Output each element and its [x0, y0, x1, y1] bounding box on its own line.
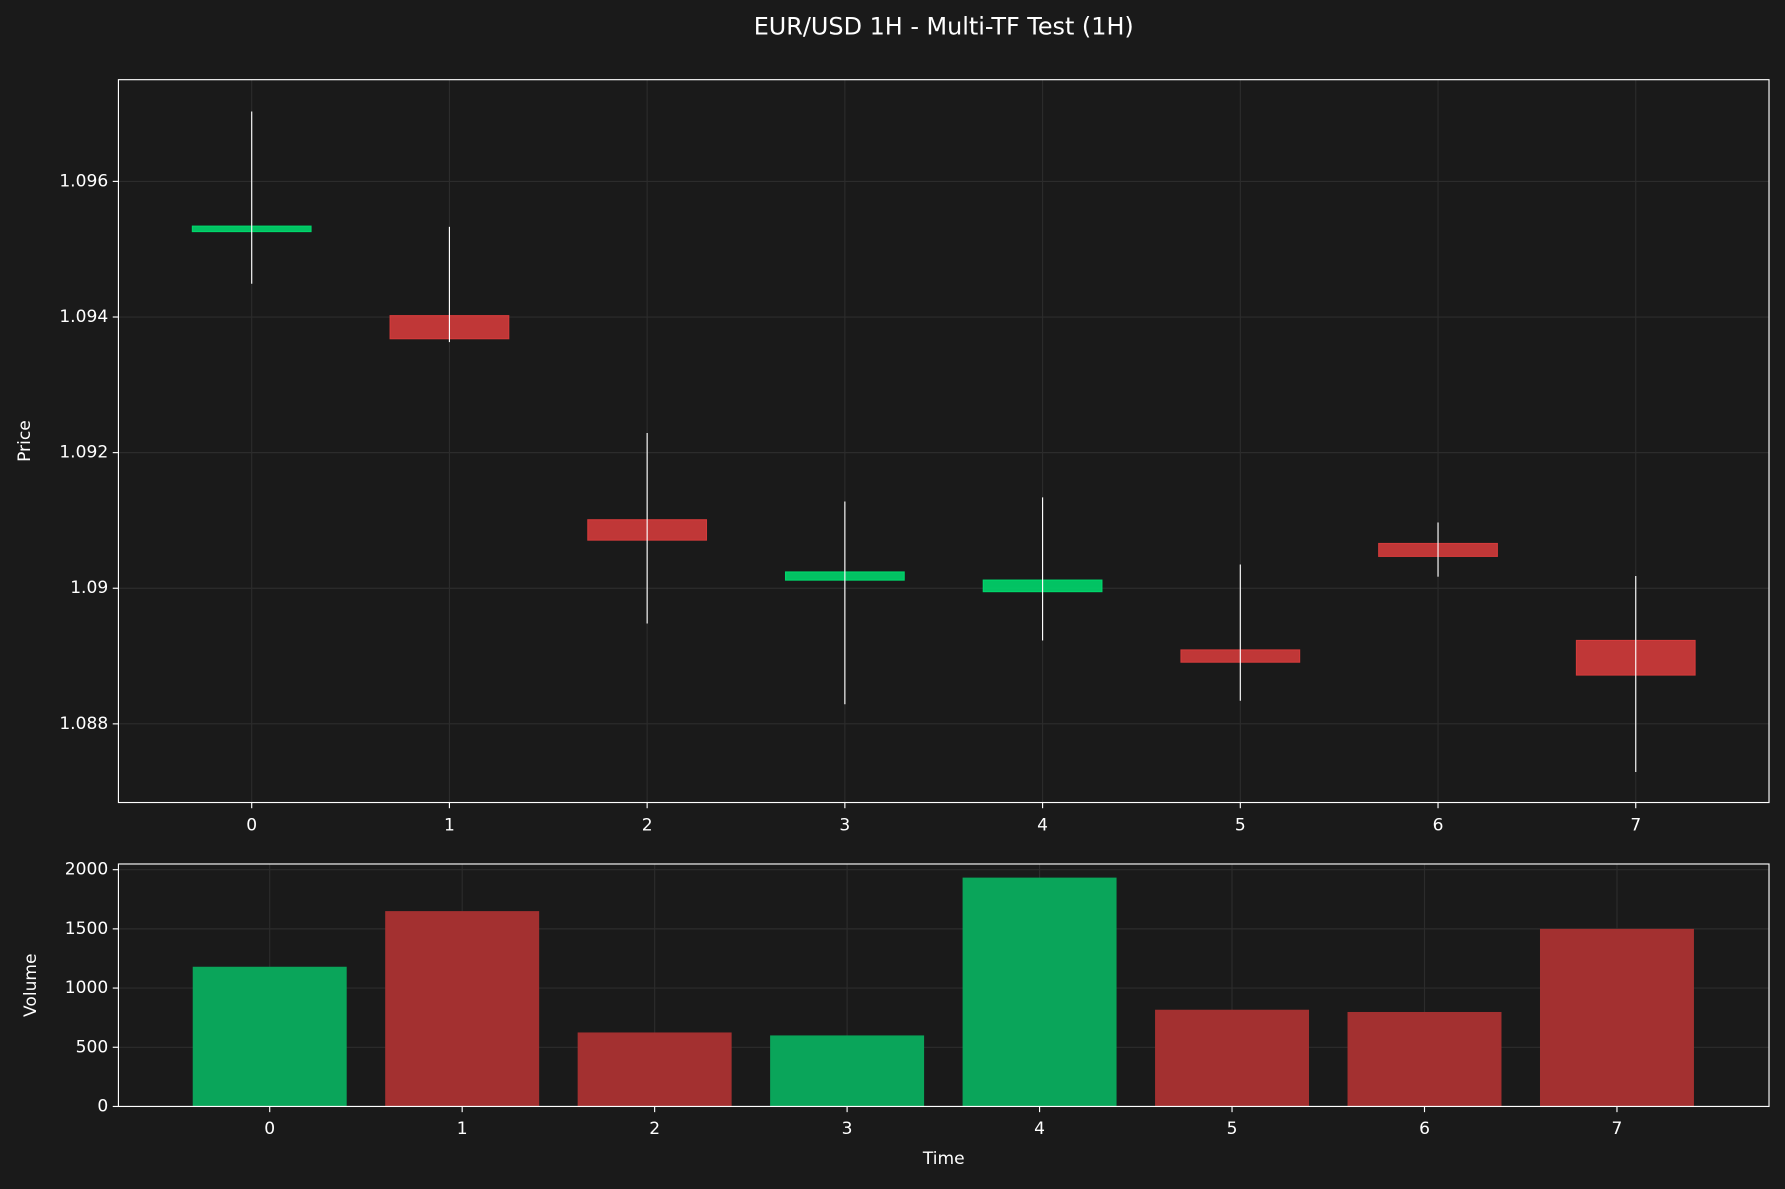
volume-bar — [192, 966, 347, 1107]
x-tick-label: 6 — [1433, 815, 1444, 835]
volume-bar — [1347, 1011, 1502, 1107]
x-tick-label: 4 — [1034, 1119, 1045, 1139]
x-axis-label: Time — [922, 1149, 965, 1169]
volume-bar — [1155, 1009, 1310, 1107]
y-tick-label: 2000 — [65, 860, 108, 880]
x-tick-label: 5 — [1235, 815, 1246, 835]
axes-frame — [117, 79, 1770, 804]
volume-bar — [1539, 928, 1694, 1107]
volume-bar — [385, 911, 540, 1107]
volume-bar — [770, 1035, 925, 1107]
x-tick-label: 3 — [842, 1119, 853, 1139]
axes-frame — [117, 863, 1770, 1108]
x-tick-label: 7 — [1612, 1119, 1623, 1139]
x-tick-label: 1 — [444, 815, 455, 835]
y-tick-label: 1.092 — [59, 443, 108, 463]
x-tick-label: 7 — [1630, 815, 1641, 835]
x-tick-label: 0 — [264, 1119, 275, 1139]
volume-bar — [577, 1032, 732, 1107]
y-tick-label: 1500 — [65, 919, 108, 939]
x-tick-label: 1 — [457, 1119, 468, 1139]
x-tick-label: 2 — [642, 815, 653, 835]
y-tick-label: 1000 — [65, 978, 108, 998]
x-tick-label: 5 — [1227, 1119, 1238, 1139]
y-tick-label: 500 — [76, 1037, 109, 1057]
x-tick-label: 3 — [839, 815, 850, 835]
x-tick-label: 6 — [1419, 1119, 1430, 1139]
chart-title: EUR/USD 1H - Multi-TF Test (1H) — [754, 12, 1134, 40]
volume-bar — [962, 877, 1117, 1107]
y-tick-label: 1.094 — [59, 307, 108, 327]
y-tick-label: 1.096 — [59, 171, 108, 191]
x-tick-label: 2 — [649, 1119, 660, 1139]
y-axis-label: Volume — [21, 953, 41, 1016]
y-axis-label: Price — [15, 420, 35, 462]
y-tick-label: 0 — [97, 1096, 108, 1116]
y-tick-label: 1.088 — [59, 714, 108, 734]
x-tick-label: 0 — [246, 815, 257, 835]
y-tick-label: 1.09 — [70, 578, 108, 598]
x-tick-label: 4 — [1037, 815, 1048, 835]
